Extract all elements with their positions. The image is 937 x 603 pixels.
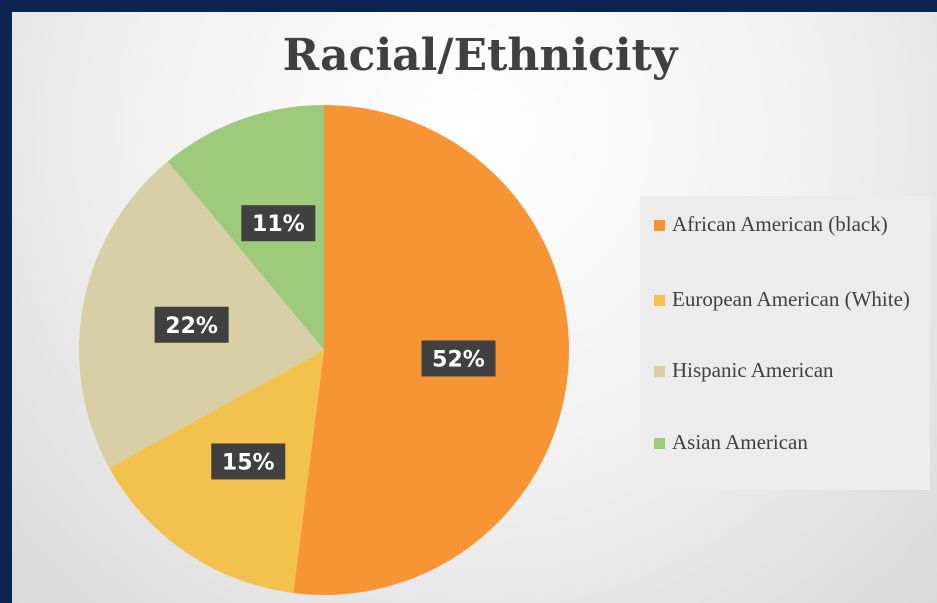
legend-label: Hispanic American xyxy=(672,358,834,382)
legend-item: African American (black) xyxy=(650,208,932,241)
label-box xyxy=(211,443,286,480)
label-box xyxy=(421,340,496,377)
legend-label: European American (White) xyxy=(672,287,910,311)
legend-swatch xyxy=(654,366,665,377)
legend-item: European American (White) xyxy=(650,283,932,316)
legend-swatch xyxy=(654,438,665,449)
label-box xyxy=(154,306,229,343)
legend-label: African American (black) xyxy=(672,212,888,236)
legend-item: Asian American xyxy=(650,426,932,459)
legend-swatch xyxy=(654,295,665,306)
slice-label: 15% xyxy=(222,450,275,475)
chart-title: Racial/Ethnicity xyxy=(283,30,679,81)
legend: African American (black) European America… xyxy=(640,196,930,490)
slice-label: 11% xyxy=(252,212,305,237)
slice-label: 22% xyxy=(165,314,218,339)
legend-item: Hispanic American xyxy=(650,354,932,387)
legend-swatch xyxy=(654,220,665,231)
slice-label: 52% xyxy=(432,347,485,372)
legend-label: Asian American xyxy=(672,430,808,454)
label-box xyxy=(241,205,316,242)
